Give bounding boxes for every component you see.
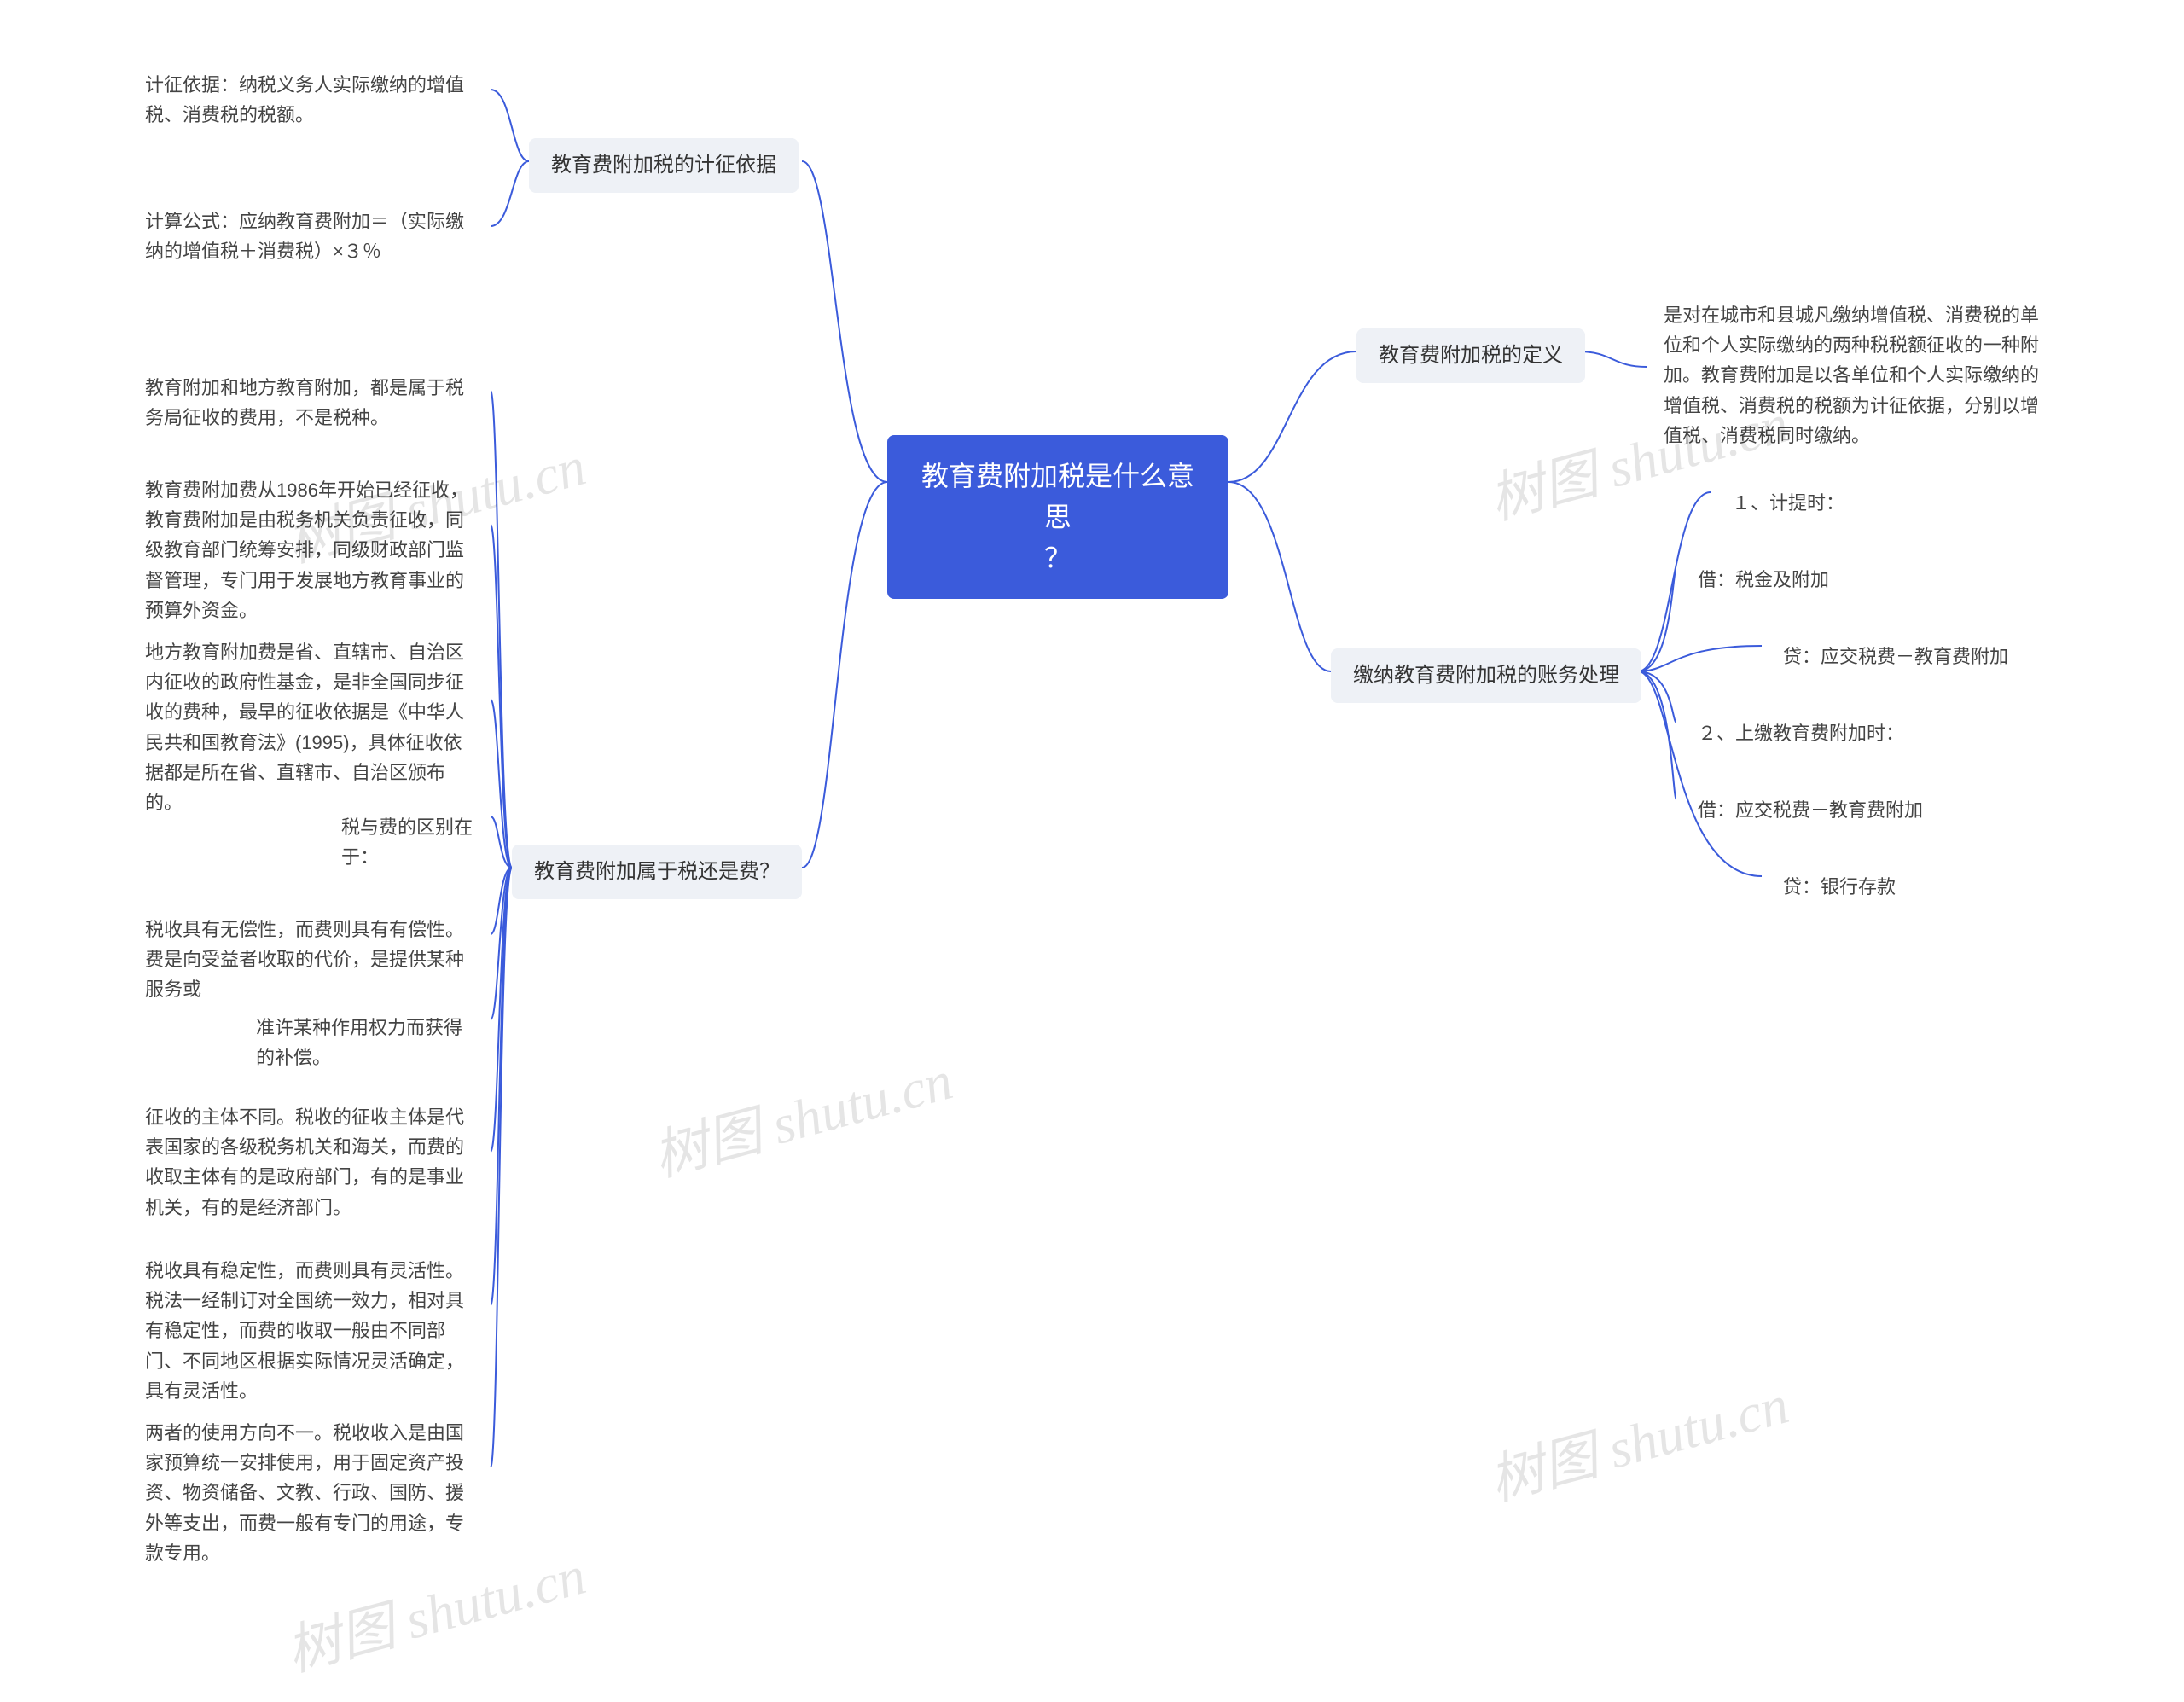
branch-label: 缴纳教育费附加税的账务处理 (1353, 664, 1619, 687)
leaf-acct-4: 借：应交税费－教育费附加 (1681, 785, 1940, 835)
leaf-taxfee-5: 准许某种作用权力而获得的补偿。 (239, 1002, 495, 1083)
leaf-acct-2: 贷：应交税费－教育费附加 (1766, 631, 2025, 682)
leaf-taxfee-7: 税收具有稳定性，而费则具有灵活性。税法一经制订对全国统一效力，相对具有稳定性，而… (128, 1246, 486, 1416)
leaf-taxfee-0: 教育附加和地方教育附加，都是属于税务局征收的费用，不是税种。 (128, 363, 486, 443)
branch-calc-basis[interactable]: 教育费附加税的计征依据 (529, 138, 799, 193)
branch-accounting[interactable]: 缴纳教育费附加税的账务处理 (1331, 648, 1641, 703)
branch-label: 教育费附加税的定义 (1379, 344, 1563, 367)
leaf-taxfee-1: 教育费附加费从1986年开始已经征收，教育费附加是由税务机关负责征收，同级教育部… (128, 465, 486, 636)
leaf-taxfee-4: 税收具有无偿性，而费则具有有偿性。费是向受益者收取的代价，是提供某种服务或 (128, 904, 486, 1015)
branch-label: 教育费附加税的计征依据 (551, 154, 776, 177)
leaf-calc-basis-1: 计算公式：应纳教育费附加＝（实际缴纳的增值税＋消费税）×３％ (128, 196, 486, 276)
leaf-definition-0: 是对在城市和县城凡缴纳增值税、消费税的单位和个人实际缴纳的两种税税额征收的一种附… (1647, 290, 2056, 461)
watermark: 树图 shutu.cn (643, 1037, 960, 1192)
leaf-taxfee-8: 两者的使用方向不一。税收收入是由国家预算统一安排使用，用于固定资产投资、物资储备… (128, 1408, 486, 1578)
branch-definition[interactable]: 教育费附加税的定义 (1356, 328, 1585, 383)
center-title-line1: 教育费附加税是什么意思 (918, 456, 1198, 537)
leaf-taxfee-3: 税与费的区别在于： (324, 802, 495, 882)
center-node[interactable]: 教育费附加税是什么意思 ？ (887, 435, 1228, 599)
leaf-calc-basis-0: 计征依据：纳税义务人实际缴纳的增值税、消费税的税额。 (128, 60, 486, 140)
branch-tax-or-fee[interactable]: 教育费附加属于税还是费？ (512, 845, 802, 899)
leaf-acct-1: 借：税金及附加 (1681, 555, 1846, 605)
leaf-taxfee-2: 地方教育附加费是省、直辖市、自治区内征收的政府性基金，是非全国同步征收的费种，最… (128, 627, 486, 828)
center-title-line2: ？ (918, 537, 1198, 578)
leaf-taxfee-6: 征收的主体不同。税收的征收主体是代表国家的各级税务机关和海关，而费的收取主体有的… (128, 1092, 486, 1233)
watermark: 树图 shutu.cn (1479, 1361, 1796, 1516)
leaf-acct-0: １、计提时： (1715, 478, 1862, 528)
branch-label: 教育费附加属于税还是费？ (534, 860, 780, 883)
leaf-acct-3: ２、上缴教育费附加时： (1681, 708, 1921, 758)
leaf-acct-5: 贷：银行存款 (1766, 862, 1913, 912)
